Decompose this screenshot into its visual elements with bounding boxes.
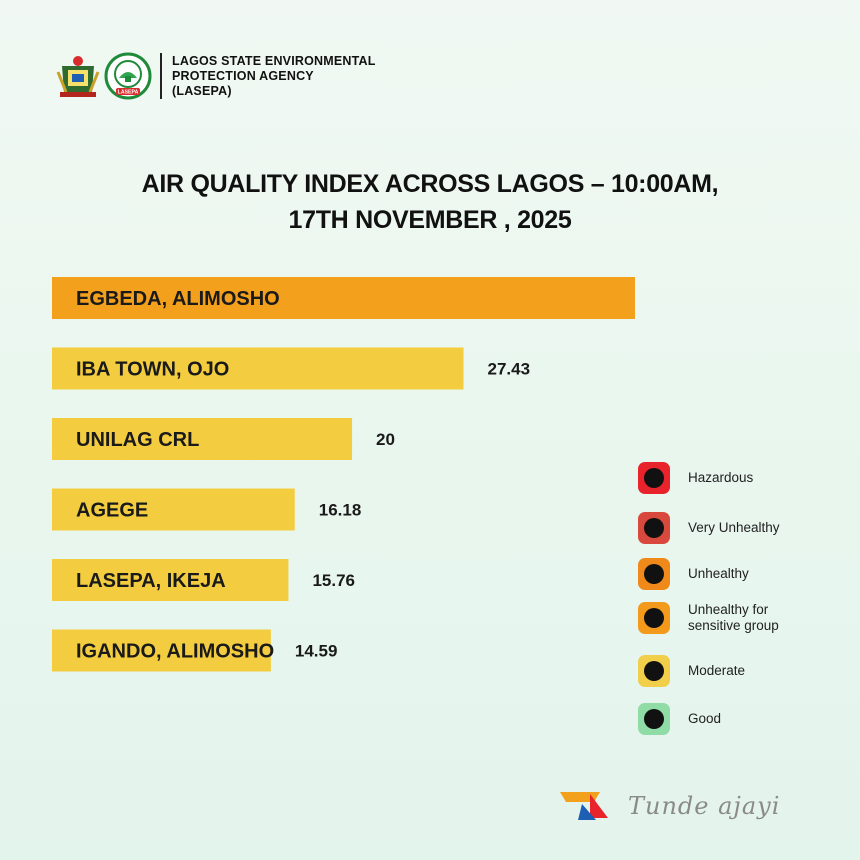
- bar-value-label: 14.59: [295, 642, 338, 661]
- legend-item: Hazardous: [638, 462, 858, 494]
- legend-label: Moderate: [688, 663, 746, 678]
- agency-line-2: PROTECTION AGENCY: [172, 68, 314, 83]
- legend-label: Good: [688, 711, 722, 726]
- bar-category-label: IGANDO, ALIMOSHO: [76, 641, 274, 663]
- bar-value-label: 20: [376, 430, 395, 449]
- legend-item: Unhealthy: [638, 558, 858, 590]
- moderate-face-icon: [638, 655, 670, 687]
- bar-iba-town-ojo: [52, 347, 464, 390]
- bar-category-label: AGEGE: [76, 500, 148, 522]
- chart-title-line-1: AIR QUALITY INDEX ACROSS LAGOS – 10:00AM…: [141, 170, 719, 198]
- agency-name: LAGOS STATE ENVIRONMENTAL PROTECTION AGE…: [172, 54, 376, 99]
- unhealthy-face-icon: [638, 558, 670, 590]
- legend-label: Hazardous: [688, 470, 754, 485]
- lagos-state-crest-icon: [56, 56, 100, 97]
- bar-lasepa-ikeja: [52, 559, 289, 601]
- chart-title: AIR QUALITY INDEX ACROSS LAGOS – 10:00AM…: [0, 166, 860, 238]
- bar-agege: [52, 488, 295, 531]
- very-unhealthy-face-icon: [638, 512, 670, 544]
- header: LASEPA LAGOS STATE ENVIRONMENTAL PROTECT…: [54, 52, 376, 100]
- bar-value-label: 16.18: [319, 501, 362, 520]
- signature: Tunde ajayi: [556, 780, 806, 830]
- bar-value-label: 27.43: [488, 360, 531, 379]
- agency-abbr: (LASEPA): [172, 83, 232, 98]
- sensitive-face-icon: [638, 602, 670, 634]
- bar-category-label: UNILAG CRL: [76, 429, 199, 451]
- signature-text: Tunde ajayi: [628, 792, 781, 820]
- seal-text: LASEPA: [118, 90, 139, 96]
- legend-item: Moderate: [638, 655, 858, 687]
- header-divider: [160, 53, 162, 99]
- brand-logo-icon: [560, 792, 608, 820]
- bar-chart: EGBEDA, ALIMOSHO38.86IBA TOWN, OJO27.43U…: [52, 277, 635, 672]
- legend-label: Unhealthy: [688, 566, 749, 581]
- bar-unilag-crl: [52, 418, 353, 460]
- bar-egbeda-alimosho: [52, 277, 635, 319]
- bar-category-label: LASEPA, IKEJA: [76, 570, 226, 592]
- good-face-icon: [638, 703, 670, 735]
- agency-line-1: LAGOS STATE ENVIRONMENTAL: [172, 53, 376, 68]
- hazardous-face-icon: [638, 462, 670, 494]
- bar-value-label: 15.76: [312, 571, 355, 590]
- bar-category-label: EGBEDA, ALIMOSHO: [76, 288, 280, 310]
- bar-igando-alimosho: [52, 629, 271, 672]
- legend-label: Unhealthy for sensitive group: [688, 602, 779, 633]
- bar-category-label: IBA TOWN, OJO: [76, 359, 229, 381]
- chart-title-line-2: 17TH NOVEMBER , 2025: [288, 206, 572, 234]
- legend-label: Very Unhealthy: [688, 520, 780, 535]
- legend-item: Very Unhealthy: [638, 512, 858, 544]
- legend-item: Unhealthy for sensitive group: [638, 602, 858, 634]
- legend-item: Good: [638, 703, 858, 735]
- lasepa-seal-icon: LASEPA: [104, 52, 152, 100]
